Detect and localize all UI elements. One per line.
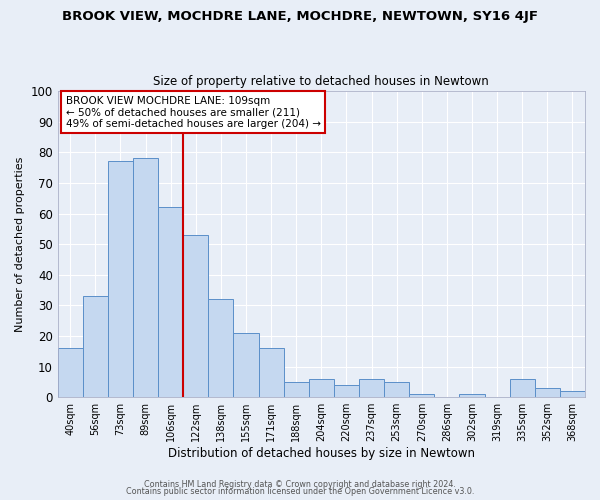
Bar [560,391,585,397]
Bar [83,296,108,397]
Bar [208,299,233,397]
Bar [259,348,284,397]
Bar [233,333,259,397]
Bar [309,379,334,397]
Text: BROOK VIEW MOCHDRE LANE: 109sqm
← 50% of detached houses are smaller (211)
49% o: BROOK VIEW MOCHDRE LANE: 109sqm ← 50% of… [65,96,320,129]
Bar [108,162,133,397]
Y-axis label: Number of detached properties: Number of detached properties [15,156,25,332]
Title: Size of property relative to detached houses in Newtown: Size of property relative to detached ho… [154,76,489,88]
Bar [384,382,409,397]
Bar [535,388,560,397]
Text: BROOK VIEW, MOCHDRE LANE, MOCHDRE, NEWTOWN, SY16 4JF: BROOK VIEW, MOCHDRE LANE, MOCHDRE, NEWTO… [62,10,538,23]
Bar [158,208,183,397]
Bar [133,158,158,397]
Bar [509,379,535,397]
Bar [58,348,83,397]
Text: Contains public sector information licensed under the Open Government Licence v3: Contains public sector information licen… [126,487,474,496]
X-axis label: Distribution of detached houses by size in Newtown: Distribution of detached houses by size … [168,447,475,460]
Bar [460,394,485,397]
Bar [334,385,359,397]
Bar [359,379,384,397]
Text: Contains HM Land Registry data © Crown copyright and database right 2024.: Contains HM Land Registry data © Crown c… [144,480,456,489]
Bar [284,382,309,397]
Bar [409,394,434,397]
Bar [183,235,208,397]
